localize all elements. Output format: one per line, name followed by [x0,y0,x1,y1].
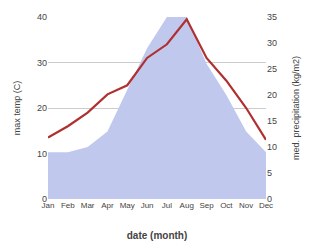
svg-text:0: 0 [267,194,272,204]
svg-text:10: 10 [267,142,277,152]
svg-text:0: 0 [42,194,47,204]
svg-text:Mar: Mar [81,201,95,210]
svg-text:30: 30 [37,58,47,68]
svg-text:med. precipitation (kg/m2): med. precipitation (kg/m2) [291,56,301,160]
svg-text:max temp (C): max temp (C) [12,81,22,136]
svg-text:May: May [120,201,135,210]
svg-text:Dec: Dec [259,201,273,210]
svg-text:Apr: Apr [101,201,114,210]
svg-text:5: 5 [267,168,272,178]
svg-text:40: 40 [37,12,47,22]
svg-text:Feb: Feb [61,201,75,210]
svg-text:Aug: Aug [180,201,194,210]
svg-text:15: 15 [267,116,277,126]
svg-text:20: 20 [267,90,277,100]
svg-text:Sep: Sep [199,201,214,210]
svg-text:25: 25 [267,64,277,74]
svg-text:date (month): date (month) [127,230,188,241]
svg-text:35: 35 [267,12,277,22]
svg-text:Jun: Jun [141,201,154,210]
svg-text:20: 20 [37,103,47,113]
svg-text:30: 30 [267,38,277,48]
svg-text:Jul: Jul [162,201,172,210]
svg-text:Nov: Nov [239,201,253,210]
svg-text:Oct: Oct [220,201,233,210]
svg-text:Jan: Jan [42,201,55,210]
svg-text:10: 10 [37,149,47,159]
